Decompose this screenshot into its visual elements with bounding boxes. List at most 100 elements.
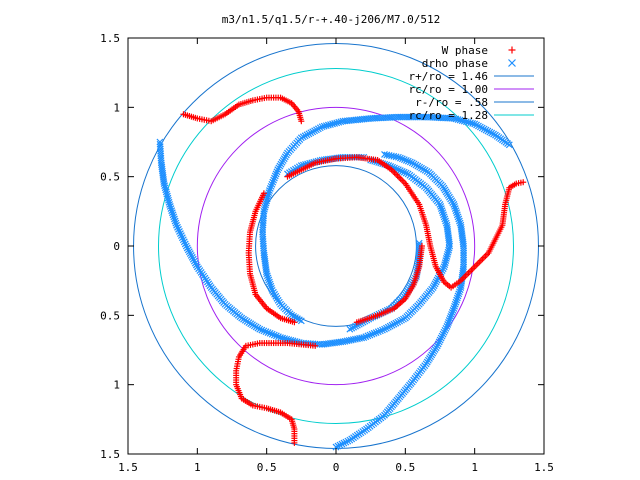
s1-arm0-pt162 [384, 323, 392, 331]
s1-arm0-pt170 [400, 315, 407, 323]
s1-arm0-pt33 [168, 209, 176, 217]
s1-arm2-pt70 [437, 334, 445, 342]
s1-arm0-pt19 [160, 180, 168, 188]
y-tick-label-1: 1 [113, 101, 120, 114]
s1-arm0-pt150 [360, 334, 368, 341]
s1-arm1-pt87 [327, 121, 334, 128]
s1-arm2-pt2 [336, 441, 344, 449]
s1-arm1-pt12 [484, 127, 492, 135]
legend-label-4: r-/ro = .58 [415, 96, 488, 109]
s0-arm4-pt51 [418, 243, 425, 249]
s1-arm1-pt121 [273, 168, 281, 176]
s1-arm0-pt41 [175, 225, 182, 233]
s1-arm2-pt164 [404, 157, 412, 165]
s1-arm1-pt137 [262, 201, 269, 209]
s1-arm1-pt9 [490, 130, 498, 138]
y-tick-label-6: 1.5 [100, 448, 120, 461]
s1-arm0-pt43 [176, 230, 184, 237]
s1-arm1-pt18 [473, 121, 480, 129]
s1-arm0-pt115 [285, 336, 293, 344]
s1-arm0-pt200 [439, 265, 447, 273]
s0-arm2-pt91 [312, 342, 319, 349]
s1-arm0-pt165 [390, 320, 398, 328]
s1-arm1-pt84 [333, 119, 341, 127]
s1-arm2-pt82 [448, 310, 455, 318]
legend-marker-1 [508, 59, 516, 67]
s1-arm0-pt103 [260, 327, 268, 335]
x-tick-label-3: 0 [333, 461, 340, 474]
s1-arm2-pt78 [445, 318, 452, 326]
s1-arm1-pt22 [465, 118, 472, 126]
chart-title: m3/n1.5/q1.5/r-+.40-j206/M7.0/512 [222, 13, 441, 26]
s1-arm2-pt5 [342, 438, 350, 446]
s1-arm1-pt168 [263, 270, 271, 278]
legend-label-1: drho phase [422, 57, 488, 70]
s1-arm0-pt152 [364, 332, 372, 340]
s1-arm1-pt135 [263, 197, 271, 205]
series-group [156, 94, 527, 451]
s1-arm1-pt83 [335, 118, 343, 126]
s1-arm1-pt170 [264, 274, 272, 282]
s1-arm1-pt14 [480, 125, 488, 133]
s1-arm2-pt74 [441, 326, 449, 334]
legend-label-5: rc/ro = 1.28 [409, 109, 488, 122]
y-tick-label-0: 1.5 [100, 32, 120, 45]
s1-arm2-pt91 [454, 292, 462, 300]
s1-arm0-pt161 [382, 324, 390, 332]
s1-arm1-pt123 [271, 172, 279, 180]
s1-arm1-pt26 [456, 116, 464, 124]
s1-arm2-pt4 [340, 439, 348, 447]
s1-arm0-pt167 [394, 318, 402, 326]
s0-arm3-pt70 [260, 190, 267, 197]
s1-arm2-pt131 [452, 207, 460, 215]
s1-arm0-pt151 [362, 333, 370, 341]
s1-arm0-pt104 [262, 328, 270, 336]
x-tick-label-2: 0.5 [257, 461, 277, 474]
s1-arm0-pt230 [437, 203, 445, 210]
s1-arm0-pt191 [430, 282, 438, 290]
s1-arm0-pt108 [270, 331, 278, 339]
s0-arm0-pt63 [298, 118, 305, 125]
s1-arm1-pt99 [303, 131, 311, 139]
s1-arm0-pt44 [177, 232, 185, 240]
s1-arm2-pt87 [451, 300, 459, 308]
s1-arm0-pt54 [187, 252, 195, 259]
s1-arm0-pt157 [374, 328, 382, 336]
s1-arm0-pt153 [366, 331, 374, 339]
y-tick-label-4: 0.5 [100, 309, 120, 322]
legend-label-3: rc/ro = 1.00 [409, 83, 488, 96]
circle-3 [158, 68, 514, 424]
s1-arm0-pt57 [190, 257, 198, 265]
s1-arm1-pt131 [265, 189, 273, 197]
s1-arm0-pt111 [277, 334, 284, 341]
s1-arm4-pt2 [350, 323, 358, 331]
s1-arm0-pt202 [441, 261, 449, 269]
s1-arm0-pt228 [438, 207, 446, 215]
s1-arm1-pt90 [320, 122, 328, 130]
s1-arm0-pt254 [398, 167, 406, 175]
s1-arm0-pt109 [272, 332, 280, 340]
x-tick-label-4: 0.5 [395, 461, 415, 474]
s1-arm1-pt120 [274, 166, 282, 174]
s1-arm0-pt229 [437, 205, 445, 212]
s1-arm1-pt91 [318, 123, 326, 131]
y-tick-label-5: 1 [113, 379, 120, 392]
s1-arm2-pt92 [455, 290, 463, 298]
s1-arm0-pt50 [183, 244, 191, 252]
s1-arm0-pt21 [161, 184, 169, 192]
s1-arm1-pt24 [460, 117, 468, 125]
s1-arm0-pt101 [256, 325, 264, 333]
s1-arm1-pt27 [454, 116, 462, 123]
s1-arm0-pt149 [358, 334, 366, 342]
s1-arm2-pt71 [438, 332, 446, 340]
s1-arm0-pt204 [442, 257, 450, 264]
s1-arm2-pt175 [381, 151, 388, 158]
s1-arm0-pt209 [445, 246, 453, 254]
s1-arm2-pt67 [434, 340, 442, 348]
s1-arm1-pt89 [322, 122, 330, 130]
s1-arm2-pt89 [453, 296, 461, 304]
s1-arm0-pt52 [185, 248, 193, 256]
s1-arm2-pt83 [448, 308, 456, 316]
s1-arm2-pt75 [442, 324, 450, 332]
s1-arm2-pt66 [433, 342, 441, 350]
